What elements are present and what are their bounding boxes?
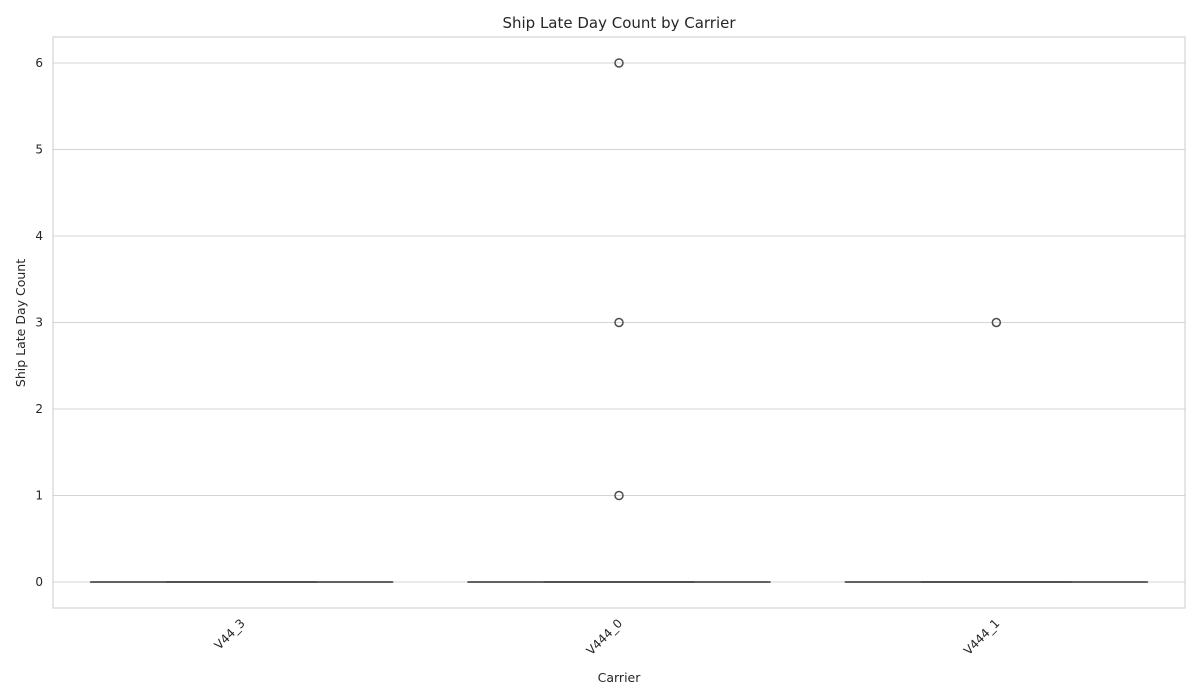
y-tick-label: 2 bbox=[35, 402, 43, 416]
y-tick-labels: 0 1 2 3 4 5 6 bbox=[35, 56, 43, 589]
y-tick-label: 6 bbox=[35, 56, 43, 70]
y-tick-label: 1 bbox=[35, 489, 43, 503]
box-V444_1 bbox=[844, 317, 1149, 583]
y-tick-label: 3 bbox=[35, 316, 43, 330]
x-axis-label: Carrier bbox=[598, 670, 642, 685]
chart-title: Ship Late Day Count by Carrier bbox=[502, 14, 736, 32]
y-axis-label: Ship Late Day Count bbox=[13, 259, 28, 387]
x-tick-label: V444_0 bbox=[584, 616, 626, 658]
box-V444_0 bbox=[467, 58, 771, 583]
boxes bbox=[89, 58, 1149, 583]
outlier-point bbox=[614, 490, 624, 501]
x-tick-label: V44_3 bbox=[212, 616, 248, 652]
grid-lines bbox=[53, 62, 1185, 583]
y-tick-label: 5 bbox=[35, 142, 43, 156]
x-tick-labels: V44_3 V444_0 V444_1 bbox=[212, 616, 1003, 658]
outlier-point bbox=[614, 58, 624, 68]
outlier-point bbox=[614, 317, 624, 328]
outlier-point bbox=[991, 317, 1002, 328]
y-tick-label: 0 bbox=[35, 575, 43, 589]
plot-frame bbox=[52, 36, 1186, 609]
x-tick-label: V444_1 bbox=[961, 616, 1003, 658]
y-tick-label: 4 bbox=[35, 229, 43, 243]
